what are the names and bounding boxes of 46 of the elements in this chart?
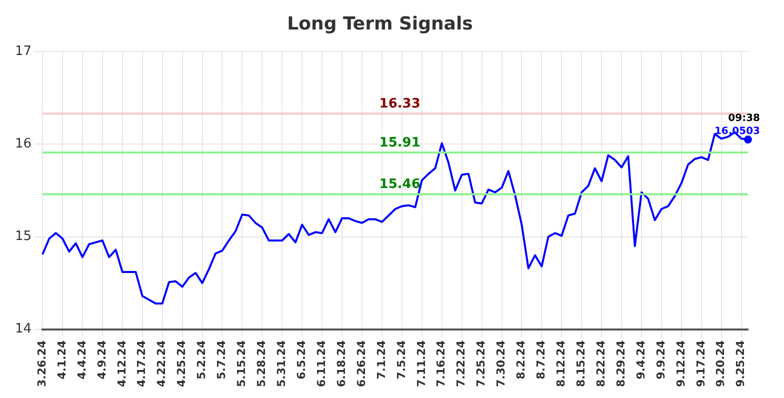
chart-title: Long Term Signals xyxy=(287,13,473,34)
x-tick-label: 3.26.24 xyxy=(35,340,48,388)
y-tick-label: 16 xyxy=(14,136,32,152)
x-tick-label: 7.5.24 xyxy=(394,340,408,380)
x-tick-label: 4.17.24 xyxy=(135,340,148,388)
x-tick-label: 8.7.24 xyxy=(534,340,548,380)
x-tick-label: 7.11.24 xyxy=(414,340,428,388)
x-tick-label: 7.1.24 xyxy=(374,340,388,380)
annotation: 16.0503 xyxy=(714,126,760,138)
x-tick-label: 9.20.24 xyxy=(714,340,728,388)
x-tick-label: 9.17.24 xyxy=(694,340,708,388)
x-tick-label: 8.2.24 xyxy=(514,340,528,380)
x-tick-label: 7.25.24 xyxy=(474,340,488,388)
y-tick-label: 14 xyxy=(14,322,32,337)
x-tick-label: 9.25.24 xyxy=(734,340,748,388)
y-tick-label: 15 xyxy=(14,229,32,244)
ref-line-label: 15.91 xyxy=(379,135,420,150)
x-tick-label: 8.12.24 xyxy=(554,340,568,388)
x-tick-label: 9.12.24 xyxy=(674,340,688,388)
x-tick-label: 8.15.24 xyxy=(574,340,588,388)
x-tick-label: 7.22.24 xyxy=(454,340,468,388)
x-tick-label: 4.12.24 xyxy=(115,340,128,388)
x-tick-label: 4.1.24 xyxy=(55,340,68,380)
x-tick-label: 8.22.24 xyxy=(594,340,608,388)
x-tick-label: 5.7.24 xyxy=(215,340,228,380)
x-tick-label: 4.9.24 xyxy=(95,340,108,380)
x-tick-label: 9.9.24 xyxy=(654,340,668,380)
x-tick-label: 6.5.24 xyxy=(294,340,308,380)
annotation: 09:38 xyxy=(728,113,760,124)
x-tick-label: 9.4.24 xyxy=(634,340,648,380)
ref-line-label: 15.46 xyxy=(379,177,420,192)
x-tick-label: 8.29.24 xyxy=(614,340,628,388)
x-tick-label: 5.15.24 xyxy=(235,340,248,388)
x-tick-label: 7.16.24 xyxy=(434,340,448,388)
x-tick-label: 6.18.24 xyxy=(334,340,348,388)
x-tick-label: 6.11.24 xyxy=(314,340,328,388)
x-tick-label: 4.4.24 xyxy=(75,340,88,380)
x-tick-label: 5.2.24 xyxy=(195,340,208,380)
x-tick-label: 4.25.24 xyxy=(175,340,188,388)
x-tick-label: 5.31.24 xyxy=(274,340,288,388)
ref-line-label: 16.33 xyxy=(379,96,420,112)
y-tick-label: 17 xyxy=(14,44,32,59)
x-tick-label: 4.22.24 xyxy=(155,340,168,388)
x-tick-label: 5.28.24 xyxy=(255,340,268,388)
x-tick-label: 7.30.24 xyxy=(494,340,508,388)
x-tick-label: 6.26.24 xyxy=(354,340,368,388)
